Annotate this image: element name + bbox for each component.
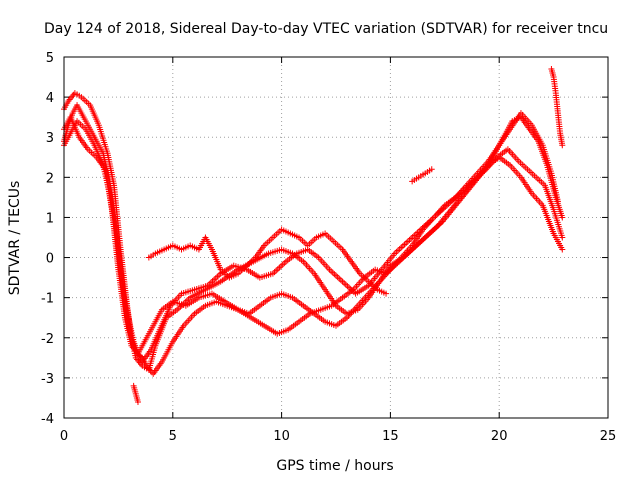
x-tick-label: 5 xyxy=(169,429,177,444)
y-tick-labels: -4 -3 -2 -1 0 1 2 3 4 5 xyxy=(41,51,54,427)
y-tick-label: 5 xyxy=(46,51,54,66)
x-tick-labels: 0 5 10 15 20 25 xyxy=(60,429,616,444)
y-tick-label: 2 xyxy=(46,171,54,186)
data-point xyxy=(383,290,390,297)
data-point xyxy=(554,198,561,205)
data-point xyxy=(134,350,141,357)
series-track-6 xyxy=(548,66,566,149)
plot-frame xyxy=(63,56,609,419)
y-tick-label: -4 xyxy=(41,412,54,427)
data-point xyxy=(136,352,143,359)
series-track-8 xyxy=(130,382,141,405)
grid-lines xyxy=(64,57,608,418)
y-tick-label: -1 xyxy=(41,292,54,307)
x-tick-label: 25 xyxy=(600,429,617,444)
data-point xyxy=(559,142,566,149)
data-point xyxy=(559,214,566,221)
chart-title: Day 124 of 2018, Sidereal Day-to-day VTE… xyxy=(44,21,608,37)
x-tick-label: 15 xyxy=(382,429,399,444)
series-track-7 xyxy=(409,166,435,185)
data-point xyxy=(559,246,566,253)
y-tick-label: 0 xyxy=(46,252,54,267)
y-tick-label: 3 xyxy=(46,131,54,146)
series-track-3 xyxy=(61,114,566,357)
x-axis-label: GPS time / hours xyxy=(276,458,393,474)
y-tick-label: 4 xyxy=(46,91,54,106)
x-tick-label: 0 xyxy=(60,429,68,444)
series-track-5 xyxy=(61,102,561,377)
y-tick-label: 1 xyxy=(46,211,54,226)
y-tick-label: -3 xyxy=(41,372,54,387)
data-point xyxy=(134,398,141,405)
y-tick-label: -2 xyxy=(41,332,54,347)
data-point xyxy=(137,353,144,360)
data-point xyxy=(428,166,435,173)
y-axis-label: SDTVAR / TECUs xyxy=(7,181,23,296)
data-points xyxy=(61,66,566,405)
data-point xyxy=(559,234,566,241)
series-track-4 xyxy=(145,226,390,297)
x-tick-label: 10 xyxy=(273,429,290,444)
x-tick-label: 20 xyxy=(491,429,508,444)
series-track-1 xyxy=(61,90,566,373)
